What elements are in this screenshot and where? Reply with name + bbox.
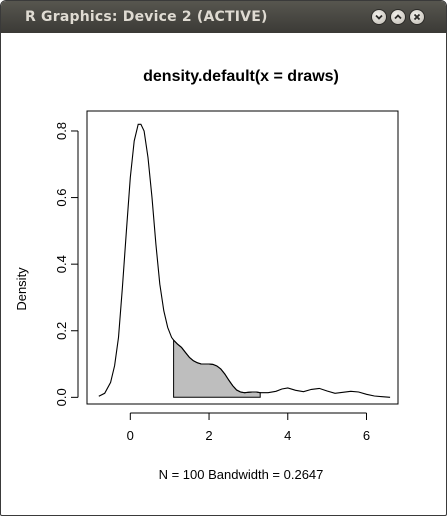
window-title: R Graphics: Device 2 (ACTIVE) (25, 9, 268, 25)
maximize-button[interactable] (390, 9, 406, 25)
x-tick-label: 0 (127, 428, 134, 443)
minimize-button[interactable] (371, 9, 387, 25)
shaded-region (173, 338, 261, 398)
title-bar[interactable]: R Graphics: Device 2 (ACTIVE) (1, 1, 446, 33)
maximize-icon (394, 14, 402, 20)
x-axis-label: N = 100 Bandwidth = 0.2647 (159, 467, 324, 482)
y-tick-label: 0.6 (54, 189, 69, 207)
y-tick-label: 0.2 (54, 322, 69, 340)
y-tick-label: 0.8 (54, 122, 69, 140)
close-icon (413, 13, 421, 21)
x-tick-label: 6 (363, 428, 370, 443)
minimize-icon (375, 14, 383, 20)
curve-layer (98, 123, 391, 398)
y-axis: 0.0 0.2 0.4 0.6 0.8 (54, 122, 79, 406)
density-curve (98, 123, 391, 398)
x-tick-label: 4 (284, 428, 291, 443)
x-tick-label: 2 (205, 428, 212, 443)
shaded-region-layer (173, 338, 261, 398)
y-axis-label: Density (14, 267, 29, 311)
y-tick-label: 0.0 (54, 388, 69, 406)
y-tick-label: 0.4 (54, 255, 69, 273)
chart-title: density.default(x = draws) (143, 68, 339, 85)
plot-box (86, 110, 399, 405)
close-button[interactable] (409, 9, 425, 25)
x-axis: 0 2 4 6 (127, 412, 370, 443)
